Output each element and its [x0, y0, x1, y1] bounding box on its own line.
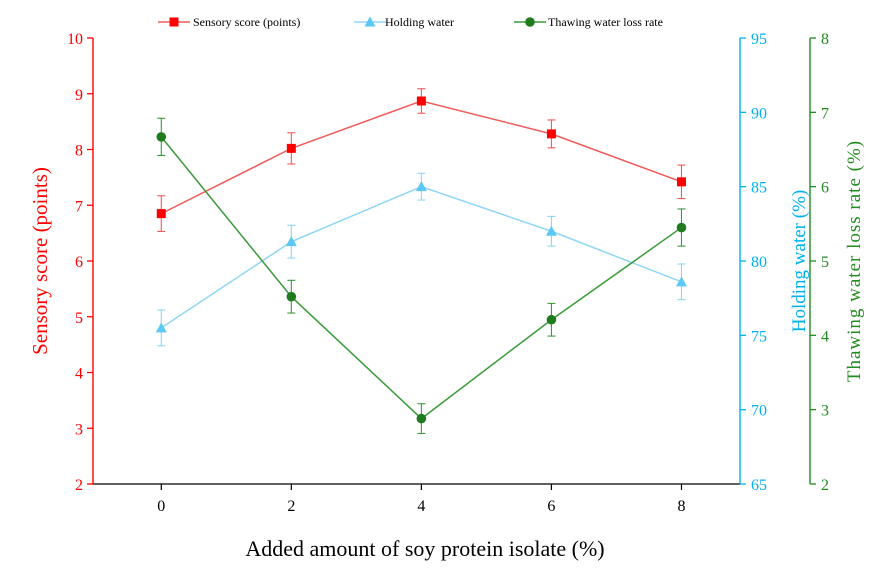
series-line — [160, 185, 682, 329]
series-2 — [156, 117, 687, 435]
y-tick-label-left: 3 — [75, 421, 83, 438]
data-point — [415, 181, 427, 192]
data-point — [285, 236, 297, 247]
y-tick-label-right2: 6 — [821, 180, 829, 197]
data-point — [675, 276, 687, 287]
y-tick-label-right2: 4 — [821, 328, 829, 345]
series-1 — [155, 172, 687, 347]
legend-item: Holding water — [354, 15, 454, 29]
data-point — [156, 132, 167, 142]
series-layer — [155, 88, 687, 435]
x-axis-title: Added amount of soy protein isolate (%) — [245, 536, 604, 561]
legend-label: Holding water — [385, 15, 454, 29]
y-tick-label-left: 10 — [67, 31, 83, 48]
legend-marker — [364, 16, 376, 27]
y-tick-label-right2: 2 — [821, 477, 829, 494]
data-point — [286, 143, 296, 153]
y-tick-label-right1: 85 — [751, 180, 767, 197]
y-tick-label-right2: 5 — [821, 254, 829, 271]
y-axis-title-right1: Holding water (%) — [789, 190, 810, 332]
x-tick-label: 6 — [547, 498, 555, 515]
axes-layer: 0 2 4 6 8 2 3 4 5 6 7 8 9 10 65 70 75 80 85 90 95 2 3 4 5 6 7 8 Sens… — [28, 31, 865, 515]
y-tick-label-right1: 90 — [751, 105, 767, 122]
y-tick-label-right1: 65 — [751, 477, 767, 494]
y-tick-label-right2: 3 — [821, 403, 829, 420]
legend-item: Thawing water loss rate — [514, 15, 663, 29]
y-tick-label-right2: 8 — [821, 31, 829, 48]
y-axis-title-right2: Thawing water loss rate (%) — [844, 140, 865, 382]
y-tick-label-left: 8 — [75, 143, 83, 160]
y-tick-label-left: 4 — [75, 366, 83, 383]
data-point — [416, 96, 426, 106]
data-point — [286, 291, 297, 302]
y-tick-label-left: 6 — [75, 254, 83, 271]
data-point — [546, 314, 557, 325]
data-point — [155, 322, 167, 333]
x-tick-label: 0 — [157, 498, 165, 515]
x-tick-label: 8 — [677, 498, 685, 515]
x-tick-label: 2 — [287, 498, 295, 515]
x-tick-label: 4 — [417, 498, 425, 515]
y-tick-label-left: 2 — [75, 477, 83, 494]
legend: Sensory score (points) Holding water Thawi… — [158, 15, 663, 29]
y-tick-label-right1: 80 — [751, 254, 767, 271]
data-point — [416, 413, 427, 424]
data-point — [545, 225, 557, 236]
y-tick-label-left: 7 — [75, 198, 83, 215]
y-tick-label-right1: 95 — [751, 31, 767, 48]
legend-marker — [525, 17, 535, 27]
series-0 — [156, 88, 686, 233]
y-tick-label-right1: 70 — [751, 403, 767, 420]
legend-label: Thawing water loss rate — [548, 15, 663, 29]
legend-item: Sensory score (points) — [158, 15, 300, 29]
y-tick-label-left: 9 — [75, 87, 83, 104]
data-point — [546, 129, 556, 139]
data-point — [676, 222, 687, 233]
legend-label: Sensory score (points) — [193, 15, 300, 29]
y-axis-title-left: Sensory score (points) — [28, 167, 52, 355]
legend-marker — [169, 17, 179, 27]
y-tick-label-left: 5 — [75, 310, 83, 327]
y-tick-label-right1: 75 — [751, 328, 767, 345]
y-tick-label-right2: 7 — [821, 105, 829, 122]
data-point — [156, 209, 166, 219]
data-point — [676, 177, 686, 187]
